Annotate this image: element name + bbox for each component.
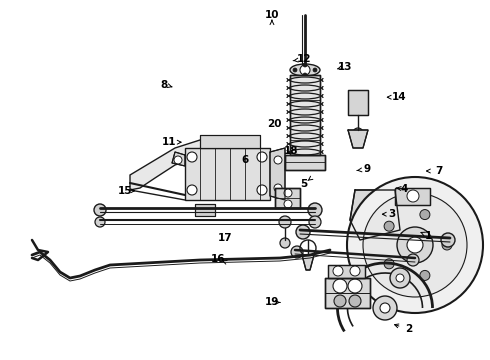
Circle shape — [347, 177, 483, 313]
Circle shape — [390, 268, 410, 288]
Circle shape — [420, 270, 430, 280]
Text: 20: 20 — [267, 119, 282, 129]
Circle shape — [348, 279, 362, 293]
Circle shape — [396, 274, 404, 282]
Ellipse shape — [290, 64, 320, 76]
Polygon shape — [328, 265, 365, 278]
Circle shape — [333, 266, 343, 276]
Polygon shape — [348, 130, 368, 148]
Polygon shape — [348, 90, 368, 115]
Text: 6: 6 — [242, 155, 248, 165]
Circle shape — [274, 156, 282, 164]
Circle shape — [441, 233, 455, 247]
Circle shape — [420, 210, 430, 220]
Circle shape — [303, 63, 307, 67]
Circle shape — [333, 279, 347, 293]
Text: 13: 13 — [338, 62, 353, 72]
Circle shape — [257, 185, 267, 195]
Circle shape — [384, 221, 394, 231]
Circle shape — [358, 212, 364, 218]
Text: 2: 2 — [406, 324, 413, 334]
Polygon shape — [302, 255, 314, 270]
Circle shape — [174, 156, 182, 164]
Circle shape — [291, 246, 303, 258]
Circle shape — [350, 266, 360, 276]
Circle shape — [407, 237, 423, 253]
Circle shape — [293, 68, 297, 72]
Polygon shape — [270, 148, 285, 200]
Circle shape — [407, 254, 419, 266]
Circle shape — [353, 128, 363, 138]
Text: 15: 15 — [118, 186, 132, 196]
Circle shape — [274, 184, 282, 192]
Polygon shape — [172, 152, 185, 166]
Circle shape — [94, 204, 106, 216]
Circle shape — [372, 226, 378, 232]
Polygon shape — [325, 278, 370, 308]
Circle shape — [187, 185, 197, 195]
Circle shape — [372, 198, 378, 204]
Polygon shape — [195, 204, 215, 216]
Polygon shape — [395, 188, 430, 205]
Circle shape — [313, 68, 317, 72]
Polygon shape — [350, 190, 400, 240]
Polygon shape — [130, 140, 220, 190]
Circle shape — [257, 152, 267, 162]
Circle shape — [280, 238, 290, 248]
Circle shape — [308, 203, 322, 217]
Circle shape — [303, 73, 307, 77]
Polygon shape — [200, 135, 260, 148]
Polygon shape — [290, 75, 320, 155]
Circle shape — [300, 65, 310, 75]
Text: 18: 18 — [284, 146, 299, 156]
Text: 17: 17 — [218, 233, 233, 243]
Circle shape — [309, 216, 321, 228]
Circle shape — [187, 152, 197, 162]
Text: 3: 3 — [389, 209, 395, 219]
Circle shape — [407, 190, 419, 202]
Text: 8: 8 — [161, 80, 168, 90]
Text: 11: 11 — [162, 137, 176, 147]
Circle shape — [334, 295, 346, 307]
Circle shape — [284, 189, 292, 197]
Text: 19: 19 — [265, 297, 279, 307]
Circle shape — [386, 212, 392, 218]
Text: 10: 10 — [265, 10, 279, 20]
Text: 7: 7 — [435, 166, 442, 176]
Text: 4: 4 — [400, 184, 408, 194]
Circle shape — [349, 295, 361, 307]
Circle shape — [380, 303, 390, 313]
Text: 12: 12 — [296, 54, 311, 64]
Text: 16: 16 — [211, 254, 225, 264]
Circle shape — [373, 296, 397, 320]
Circle shape — [384, 259, 394, 269]
Circle shape — [397, 227, 433, 263]
Polygon shape — [185, 148, 270, 200]
Text: 9: 9 — [364, 164, 371, 174]
Circle shape — [367, 207, 383, 223]
Circle shape — [296, 225, 310, 239]
Text: 1: 1 — [425, 231, 432, 241]
Circle shape — [442, 240, 452, 250]
Text: 14: 14 — [392, 92, 407, 102]
Circle shape — [284, 200, 292, 208]
Circle shape — [363, 193, 467, 297]
Polygon shape — [275, 188, 300, 208]
Circle shape — [279, 216, 291, 228]
Text: 5: 5 — [300, 179, 307, 189]
Polygon shape — [285, 155, 325, 170]
Circle shape — [95, 217, 105, 227]
